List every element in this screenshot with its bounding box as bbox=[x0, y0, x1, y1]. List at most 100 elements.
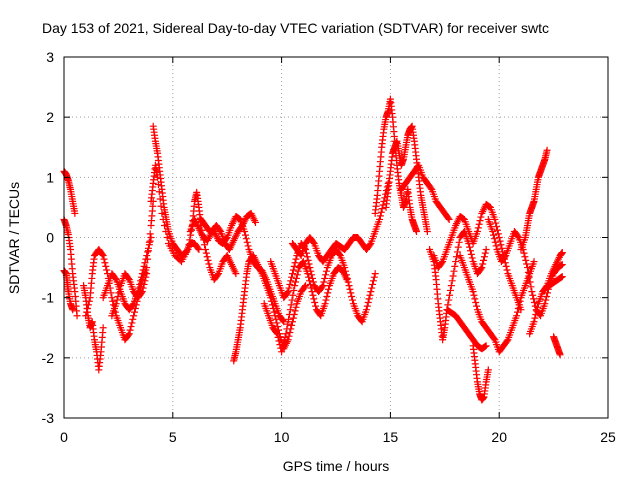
data-point bbox=[480, 256, 488, 264]
data-point bbox=[284, 320, 292, 328]
data-point bbox=[367, 288, 375, 296]
data-point bbox=[309, 291, 317, 299]
data-point bbox=[376, 215, 384, 223]
data-point bbox=[558, 273, 566, 281]
data-point bbox=[363, 302, 371, 310]
data-point bbox=[310, 295, 318, 303]
data-point bbox=[342, 267, 350, 275]
data-point bbox=[141, 277, 149, 285]
data-point bbox=[83, 308, 91, 316]
data-point bbox=[366, 291, 374, 299]
data-point bbox=[490, 335, 498, 343]
y-tick-label: -1 bbox=[42, 290, 55, 306]
data-point bbox=[481, 342, 489, 350]
data-point bbox=[111, 274, 119, 282]
data-point bbox=[278, 344, 286, 352]
data-point bbox=[115, 289, 123, 297]
data-point bbox=[145, 241, 153, 249]
data-point bbox=[523, 264, 531, 272]
data-point bbox=[163, 234, 171, 241]
data-point bbox=[370, 273, 378, 281]
series-track-07 bbox=[108, 270, 151, 320]
data-point bbox=[125, 330, 133, 338]
data-point bbox=[364, 298, 372, 306]
data-point bbox=[158, 209, 166, 217]
data-point bbox=[154, 173, 162, 181]
data-point bbox=[526, 278, 534, 286]
data-point bbox=[128, 319, 136, 327]
data-point bbox=[222, 235, 230, 243]
data-point bbox=[285, 284, 293, 292]
data-point bbox=[140, 280, 148, 288]
y-tick-label: 3 bbox=[46, 49, 54, 65]
data-point bbox=[129, 315, 137, 323]
data-point bbox=[321, 274, 329, 282]
data-point bbox=[195, 246, 203, 254]
data-point bbox=[445, 215, 453, 223]
data-point bbox=[267, 294, 275, 302]
data-point bbox=[269, 304, 277, 312]
data-point bbox=[446, 286, 454, 294]
data-point bbox=[544, 289, 552, 297]
data-point bbox=[130, 312, 138, 320]
data-point bbox=[84, 304, 92, 312]
data-point bbox=[268, 301, 276, 309]
data-point bbox=[473, 302, 481, 310]
data-point bbox=[346, 285, 354, 293]
data-point bbox=[127, 323, 135, 331]
data-point bbox=[280, 318, 288, 326]
data-point bbox=[557, 273, 565, 281]
data-point bbox=[214, 271, 222, 279]
data-point bbox=[473, 227, 481, 235]
data-point bbox=[242, 235, 250, 243]
data-point bbox=[495, 234, 503, 241]
data-point bbox=[515, 301, 523, 309]
data-point bbox=[288, 273, 296, 281]
data-point bbox=[490, 235, 498, 243]
data-point bbox=[124, 331, 132, 339]
series-track-13 bbox=[260, 258, 351, 356]
data-point bbox=[347, 289, 355, 297]
series-track-20 bbox=[430, 200, 525, 314]
data-point bbox=[71, 209, 79, 217]
data-point bbox=[477, 213, 485, 221]
data-point bbox=[376, 212, 384, 220]
data-point bbox=[279, 317, 287, 325]
data-point bbox=[241, 227, 249, 235]
data-point bbox=[278, 348, 286, 356]
data-point bbox=[318, 283, 326, 291]
data-point bbox=[438, 259, 446, 267]
x-axis-label: GPS time / hours bbox=[283, 458, 390, 474]
data-point bbox=[129, 301, 137, 309]
data-point bbox=[201, 241, 209, 249]
data-point bbox=[273, 330, 281, 338]
data-point bbox=[335, 250, 343, 258]
data-point bbox=[285, 311, 293, 319]
data-point bbox=[114, 292, 122, 300]
data-point bbox=[101, 259, 109, 267]
data-point bbox=[514, 232, 522, 240]
series-track-27 bbox=[550, 333, 564, 359]
data-point bbox=[289, 291, 297, 299]
data-point bbox=[362, 306, 370, 314]
data-point bbox=[475, 220, 483, 228]
data-point bbox=[140, 262, 148, 270]
data-point bbox=[98, 250, 106, 258]
data-point bbox=[82, 312, 90, 320]
data-point bbox=[319, 282, 327, 290]
data-point bbox=[283, 289, 291, 297]
data-point bbox=[292, 274, 300, 282]
data-point bbox=[73, 312, 81, 320]
data-point bbox=[496, 237, 504, 245]
data-point bbox=[445, 296, 453, 304]
data-point bbox=[423, 227, 431, 235]
data-point bbox=[524, 268, 532, 276]
data-point bbox=[304, 256, 312, 264]
series-track-22 bbox=[469, 342, 492, 404]
data-point bbox=[112, 300, 120, 308]
data-point bbox=[494, 230, 502, 238]
series-track-06 bbox=[99, 234, 155, 314]
data-point bbox=[204, 256, 212, 264]
data-point bbox=[194, 244, 202, 252]
data-point bbox=[69, 306, 77, 314]
